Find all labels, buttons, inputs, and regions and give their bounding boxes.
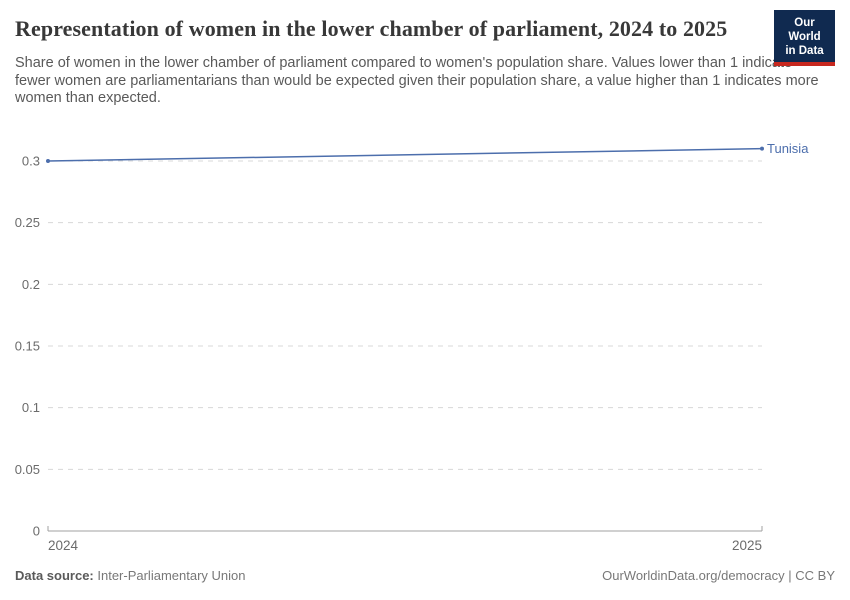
series-point (46, 159, 50, 163)
attribution: OurWorldinData.org/democracy | CC BY (602, 568, 835, 583)
x-tick-label: 2024 (48, 538, 79, 553)
series-point (760, 146, 764, 151)
data-source-label: Data source: (15, 568, 94, 583)
chart-header: Representation of women in the lower cha… (15, 12, 835, 108)
chart-svg: 0 0.05 0.1 0.15 0.2 0.25 0.3 2024 2025 Tunisia (15, 141, 810, 553)
data-source: Data source: Inter-Parliamentary Union (15, 568, 245, 583)
series-label: Tunisia (767, 141, 809, 156)
y-tick-label: 0.2 (22, 277, 40, 292)
chart-subtitle: Share of women in the lower chamber of p… (15, 55, 819, 106)
x-tick-label: 2025 (732, 538, 762, 553)
chart-footer: Data source: Inter-Parliamentary Union O… (15, 568, 835, 583)
data-source-value: Inter-Parliamentary Union (93, 568, 246, 583)
y-tick-label: 0.1 (22, 400, 40, 415)
owid-logo-line1: Our World (788, 17, 821, 43)
chart-area: 0 0.05 0.1 0.15 0.2 0.25 0.3 2024 2025 Tunisia (0, 135, 850, 565)
owid-logo: Our World in Data (774, 10, 835, 66)
y-tick-label: 0.05 (15, 462, 40, 477)
y-tick-label: 0.25 (15, 215, 40, 230)
series-line (47, 147, 763, 162)
y-tick-label: 0.3 (22, 154, 40, 169)
owid-logo-line2: in Data (785, 45, 824, 57)
y-tick-label: 0 (33, 524, 40, 539)
chart-title: Representation of women in the lower cha… (15, 16, 728, 41)
y-tick-label: 0.15 (15, 339, 40, 354)
